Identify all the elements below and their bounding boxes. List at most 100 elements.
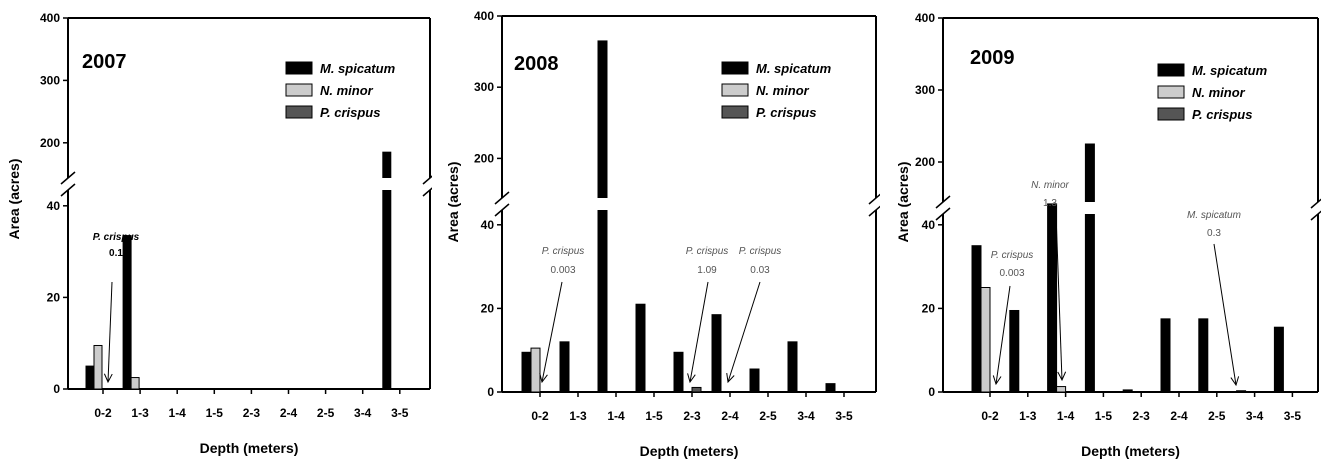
axis-break-mark-left (60, 183, 76, 197)
x-tick-label: 1-5 (645, 409, 663, 423)
x-tick-label: 2-3 (243, 406, 261, 420)
y-tick-label: 300 (915, 83, 935, 97)
x-tick-label: 2-4 (721, 409, 739, 423)
annotation-value: 0.003 (550, 265, 575, 276)
axis-break-mark-right (422, 175, 432, 185)
bar-mspicatum-3-5 (1273, 326, 1284, 393)
annotation-label: M. spicatum (1187, 210, 1241, 221)
chart-panel-2009: 0 20 40 200 300 400 0-2 1-3 1-4 1-5 2-3 2-4 2-5 3-4 3-… (895, 11, 1321, 459)
legend-swatch (1157, 63, 1185, 77)
annotation-label: P. crispus (542, 246, 585, 257)
x-tick-label: 2-4 (1170, 409, 1188, 423)
y-axis-title: Area (acres) (6, 159, 22, 240)
annotation-arrow-line (541, 281, 563, 383)
legend-swatch (285, 105, 313, 119)
bar-nminor-0-2 (530, 347, 541, 393)
x-tick-label: 3-5 (835, 409, 853, 423)
bar-mspicatum-2-3 (673, 351, 684, 393)
annotation-value: 0.003 (999, 268, 1024, 279)
legend-entry: N. minor (320, 83, 374, 98)
annotation-label: P. crispus (93, 232, 140, 243)
x-tick-label: 2-5 (317, 406, 335, 420)
y-tick-label: 200 (915, 155, 935, 169)
axis-break-mark-right (1310, 198, 1321, 209)
x-tick-label: 2-4 (280, 406, 298, 420)
y-tick-label: 400 (474, 9, 494, 23)
bar-mspicatum-2-3 (1122, 389, 1133, 393)
x-tick-label: 0-2 (531, 409, 549, 423)
bar-mspicatum-1-5 (1084, 143, 1095, 393)
bar-mspicatum-2-4 (1160, 318, 1171, 393)
annotation-value: 1.09 (697, 265, 717, 276)
bar-break-gap (596, 198, 609, 210)
annotation-arrow-line (1055, 213, 1063, 381)
axis-break-mark-left (935, 195, 951, 209)
chart-title: 2007 (82, 51, 127, 73)
x-tick-label: 1-4 (607, 409, 625, 423)
x-tick-label: 1-5 (206, 406, 224, 420)
x-tick-label: 1-5 (1095, 409, 1113, 423)
y-tick-label: 300 (40, 73, 60, 87)
bar-mspicatum-3-5 (382, 151, 392, 390)
y-tick-label: 200 (474, 151, 494, 165)
legend-entry: M. spicatum (320, 61, 396, 76)
annotation-label: N. minor (1031, 180, 1069, 191)
bar-pcrispus-2-3 (691, 386, 702, 393)
legend-swatch (1157, 85, 1185, 99)
chart-title: 2008 (514, 53, 559, 75)
x-axis-title: Depth (meters) (1081, 443, 1180, 459)
legend-entry: N. minor (756, 83, 810, 98)
x-tick-label: 2-5 (759, 409, 777, 423)
annotation-arrow-line (995, 285, 1011, 385)
bar-mspicatum-2-4 (711, 314, 722, 393)
axis-break-mark-right (1310, 210, 1321, 221)
bar-mspicatum-0-2 (85, 365, 95, 390)
bar-mspicatum-1-3 (122, 235, 132, 390)
y-tick-label: 40 (481, 218, 495, 232)
x-tick-label: 1-4 (169, 406, 187, 420)
y-axis-title: Area (acres) (895, 162, 911, 243)
x-tick-label: 0-2 (94, 406, 112, 420)
bar-mspicatum-2-5 (1198, 318, 1209, 393)
x-tick-label: 3-4 (1246, 409, 1264, 423)
legend-swatch (721, 83, 749, 97)
axis-break-mark-right (868, 205, 880, 217)
bar-nminor-0-2 (93, 344, 103, 390)
x-tick-label: 1-4 (1057, 409, 1075, 423)
legend-swatch (721, 105, 749, 119)
annotation-arrow-line (727, 281, 761, 383)
y-tick-label: 40 (47, 199, 61, 213)
bar-mspicatum-1-3 (559, 341, 570, 393)
legend-swatch (285, 61, 313, 75)
axis-break-mark-left (494, 203, 510, 217)
annotation-arrow-head (687, 373, 696, 384)
x-tick-label: 1-3 (131, 406, 149, 420)
bar-nminor-1-4 (1056, 386, 1067, 393)
axis-break-mark-right (422, 187, 432, 197)
x-tick-label: 2-3 (683, 409, 701, 423)
annotation-arrow-line (1213, 243, 1237, 386)
y-tick-label: 40 (922, 218, 936, 232)
y-tick-label: 300 (474, 80, 494, 94)
annotation-value: 1.3 (1043, 198, 1057, 209)
y-tick-label: 0 (928, 385, 935, 399)
axis-break-mark-left (60, 171, 76, 185)
chart-panel-2008: 0 20 40 200 300 400 0-2 1-3 1-4 1-5 2-3 2-4 2-5 3-4 3-… (445, 9, 880, 459)
annotation-label: P. crispus (991, 250, 1034, 261)
y-tick-label: 200 (40, 136, 60, 150)
axis-break-mark-left (935, 207, 951, 221)
y-tick-label: 400 (40, 11, 60, 25)
bar-mspicatum-1-5 (635, 303, 646, 393)
annotation-value: 0.03 (750, 265, 770, 276)
y-tick-label: 0 (487, 385, 494, 399)
legend-entry: M. spicatum (1192, 63, 1268, 78)
legend-entry: N. minor (1192, 85, 1246, 100)
x-tick-label: 3-4 (797, 409, 815, 423)
x-axis-title: Depth (meters) (200, 440, 299, 456)
annotation-value: 0.3 (1207, 228, 1221, 239)
legend-swatch (721, 61, 749, 75)
chart-panel-2007: 0 20 40 200 300 400 0-2 1-3 1-4 1-5 2-3 2-4 2-5 3-4 3-… (6, 11, 432, 456)
y-tick-label: 0 (53, 382, 60, 396)
legend-entry: P. crispus (320, 105, 380, 120)
annotation-arrow-head (103, 373, 113, 384)
